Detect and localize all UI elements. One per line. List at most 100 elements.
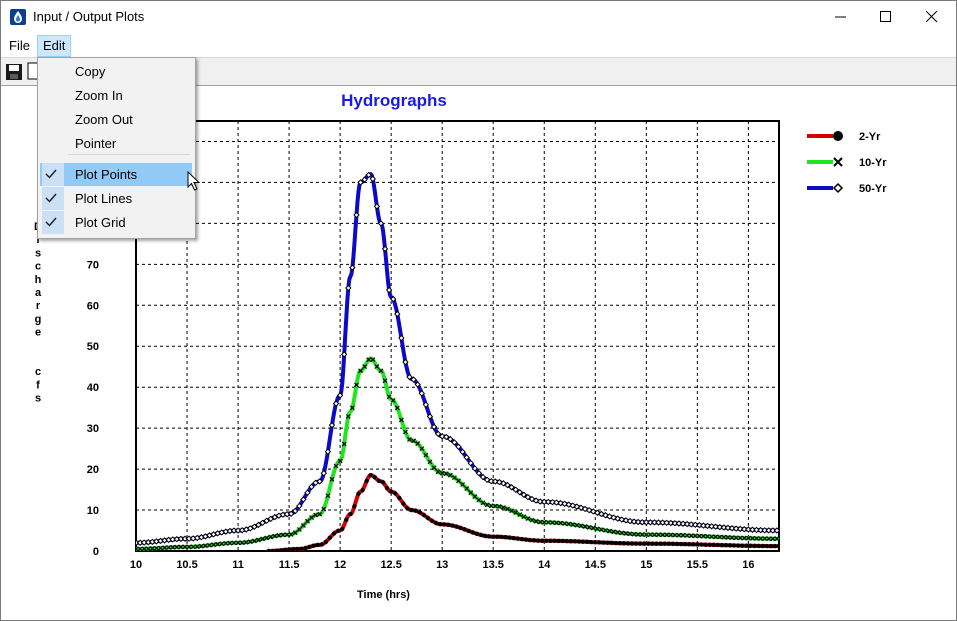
data-point	[703, 542, 708, 547]
data-point	[491, 534, 496, 539]
data-point	[149, 546, 155, 551]
menu-item-plot-lines[interactable]: Plot Lines	[40, 187, 192, 210]
data-point	[319, 542, 324, 547]
menu-item-copy[interactable]: Copy	[40, 60, 192, 83]
data-point	[251, 523, 258, 530]
menu-item-pointer[interactable]: Pointer	[40, 132, 192, 155]
data-point	[328, 421, 336, 429]
data-point	[672, 532, 678, 538]
data-point	[637, 541, 643, 546]
data-point	[561, 500, 568, 508]
data-point	[701, 533, 706, 539]
data-point	[474, 531, 480, 537]
data-point	[772, 543, 778, 549]
data-point	[331, 531, 337, 536]
data-point	[303, 545, 308, 551]
data-point	[633, 541, 639, 546]
title-bar[interactable]: Input / Output Plots	[1, 1, 956, 33]
data-point	[476, 497, 482, 503]
data-point	[568, 539, 573, 544]
data-point	[737, 535, 743, 541]
data-point	[667, 519, 675, 527]
legend-marker-diamond-icon	[832, 182, 844, 194]
data-point	[364, 478, 369, 484]
menu-item-zoom-in[interactable]: Zoom In	[40, 84, 192, 107]
data-point	[296, 502, 303, 510]
close-button[interactable]	[909, 1, 955, 33]
data-point	[280, 532, 286, 538]
save-icon[interactable]	[5, 61, 23, 81]
data-point	[349, 264, 356, 271]
data-point	[756, 543, 761, 549]
data-point	[549, 498, 556, 506]
data-point	[719, 542, 725, 548]
data-point	[320, 469, 328, 477]
data-point	[292, 530, 298, 536]
data-point	[646, 541, 651, 546]
minimize-button[interactable]	[818, 1, 864, 33]
data-point	[198, 543, 204, 549]
data-point	[513, 510, 519, 516]
data-point	[410, 376, 417, 383]
data-point	[352, 504, 357, 509]
data-point	[384, 485, 390, 491]
data-point	[622, 517, 630, 524]
data-point	[414, 381, 421, 388]
data-point	[713, 534, 719, 540]
data-point	[405, 506, 410, 511]
data-point	[333, 463, 339, 469]
data-point	[313, 512, 319, 518]
y-axis-label-char: g	[35, 313, 42, 325]
data-point	[496, 504, 502, 509]
data-point	[704, 522, 711, 530]
legend-label: 2-Yr	[859, 131, 881, 143]
data-point	[585, 506, 593, 514]
menu-item-zoom-out[interactable]: Zoom Out	[40, 108, 192, 131]
data-point	[321, 506, 327, 512]
x-tick-label: 12.5	[380, 559, 401, 571]
menu-edit[interactable]: Edit	[37, 35, 72, 57]
data-point	[299, 546, 304, 551]
data-point	[471, 465, 479, 472]
data-point	[484, 502, 490, 508]
data-point	[688, 533, 694, 539]
data-point	[766, 536, 772, 542]
data-point	[475, 470, 483, 477]
data-point	[686, 542, 692, 547]
data-point	[740, 543, 745, 548]
data-point	[354, 382, 359, 388]
data-point	[202, 543, 208, 549]
data-point	[662, 541, 667, 546]
data-point	[219, 541, 225, 547]
menu-item-plot-points[interactable]: Plot Points	[40, 163, 192, 186]
data-point	[388, 489, 394, 494]
y-axis-label-char: c	[35, 366, 41, 378]
data-point	[227, 540, 233, 546]
menu-item-plot-grid[interactable]: Plot Grid	[40, 211, 192, 234]
data-point	[419, 446, 425, 452]
maximize-button[interactable]	[863, 1, 909, 33]
mouse-pointer-icon	[187, 171, 201, 191]
data-point	[752, 543, 757, 549]
y-axis-label-char: c	[35, 261, 41, 273]
data-point	[311, 543, 316, 548]
data-point	[178, 544, 184, 550]
data-point	[429, 518, 435, 523]
y-axis-label-char: s	[35, 393, 41, 405]
series-50-yr	[136, 171, 779, 547]
data-point	[748, 543, 753, 549]
data-point	[517, 512, 523, 518]
data-point	[505, 506, 510, 512]
data-point	[360, 487, 365, 493]
data-point	[552, 538, 557, 544]
x-tick-label: 16	[742, 559, 754, 571]
data-point	[605, 540, 610, 545]
data-point	[507, 535, 512, 540]
data-point	[634, 518, 642, 526]
data-point	[486, 534, 492, 539]
data-point	[654, 541, 659, 546]
data-point	[692, 533, 698, 539]
data-point	[774, 536, 779, 542]
legend-label: 50-Yr	[859, 183, 887, 195]
menu-file[interactable]: File	[9, 38, 30, 53]
